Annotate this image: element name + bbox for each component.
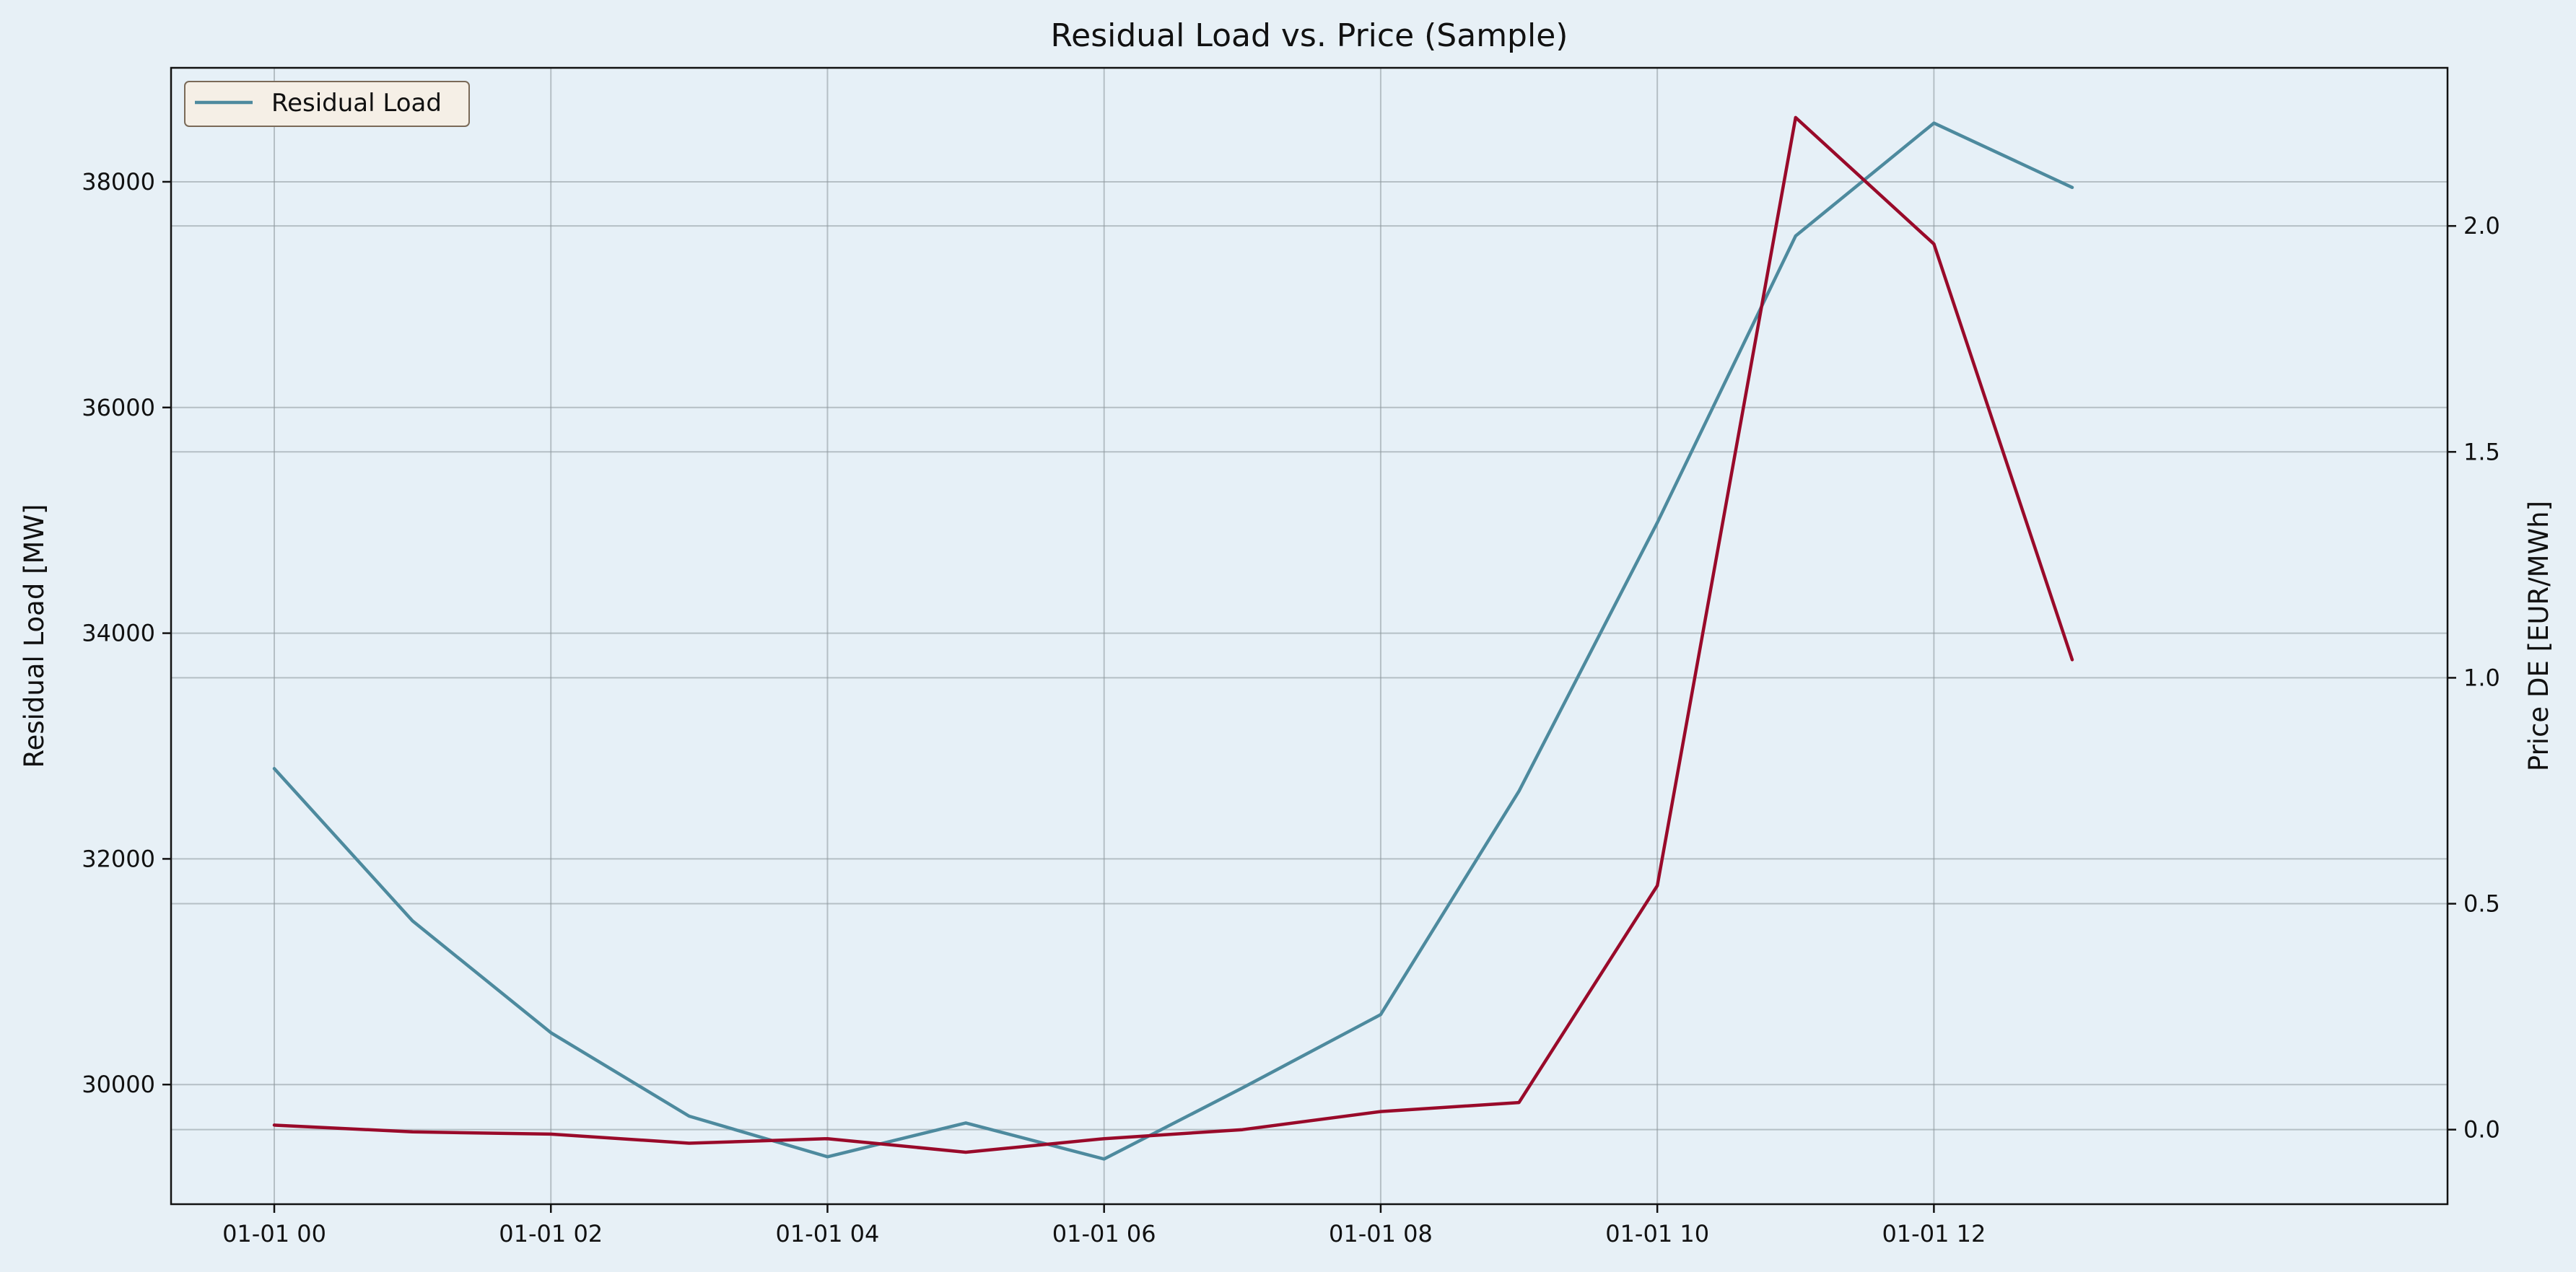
price-line — [272, 115, 2074, 1154]
x-tick-label: 01-01 06 — [1052, 1220, 1156, 1247]
y-right-tick-label: 0.5 — [2463, 890, 2500, 918]
x-tick-label: 01-01 02 — [499, 1220, 603, 1247]
plot-frame — [170, 66, 2449, 1206]
y-right-tick-label: 1.0 — [2463, 664, 2500, 691]
y-right-tick-label: 2.0 — [2463, 212, 2500, 240]
ticks: 01-01 00 01-01 02 01-01 04 01-01 06 01-01 08… — [82, 168, 2500, 1247]
residual-load-line — [272, 121, 2074, 1161]
x-tick-label: 01-01 08 — [1329, 1220, 1433, 1247]
y-left-tick-label: 32000 — [82, 845, 155, 872]
y-left-tick-label: 34000 — [82, 620, 155, 647]
y-left-tick-label: 38000 — [82, 168, 155, 196]
series — [272, 115, 2074, 1161]
y-right-tick-label: 0.0 — [2463, 1116, 2500, 1144]
x-tick-label: 01-01 12 — [1882, 1220, 1986, 1247]
y-axis-right-label: Price DE [EUR/MWh] — [2523, 501, 2554, 771]
legend: Residual Load — [184, 81, 470, 127]
x-tick-label: 01-01 04 — [776, 1220, 880, 1247]
y-right-tick-label: 1.5 — [2463, 438, 2500, 465]
y-axis-left-label: Residual Load [MW] — [19, 504, 50, 768]
legend-label-residual-load: Residual Load — [271, 89, 442, 118]
plot-area — [171, 68, 2448, 1204]
chart-title: Residual Load vs. Price (Sample) — [1051, 17, 1568, 54]
x-tick-label: 01-01 10 — [1605, 1220, 1709, 1247]
y-left-tick-label: 36000 — [82, 394, 155, 421]
legend-box — [184, 81, 470, 127]
y-left-tick-label: 30000 — [82, 1071, 155, 1098]
x-tick-label: 01-01 00 — [222, 1220, 326, 1247]
grid — [171, 68, 2448, 1204]
